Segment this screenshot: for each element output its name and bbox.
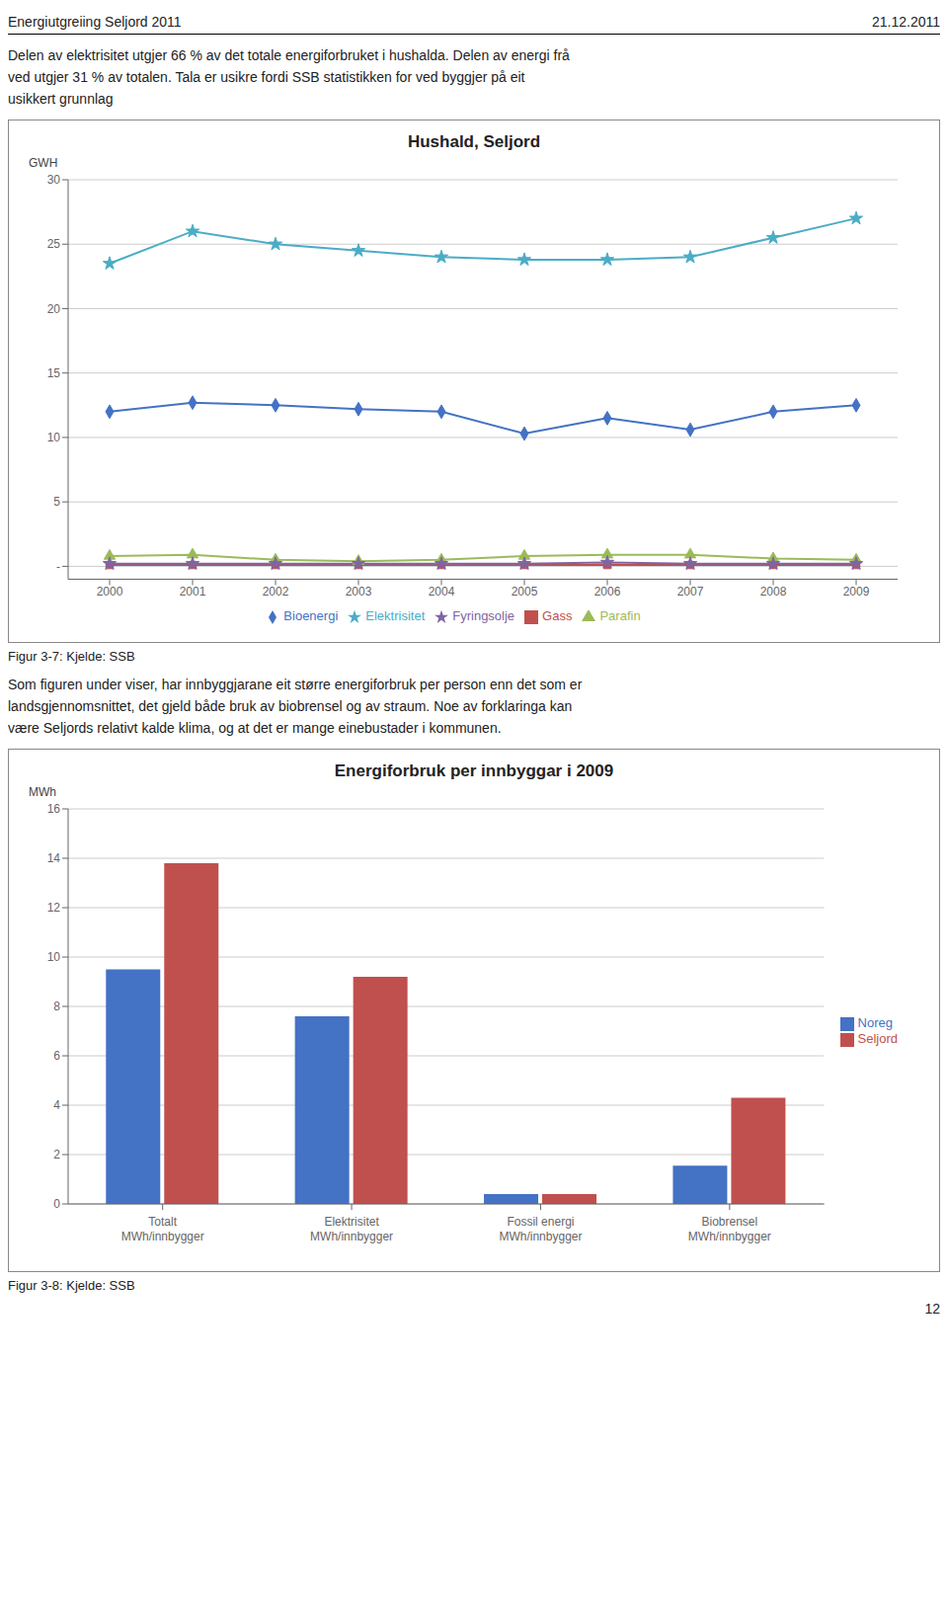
- html-text:Som figuren under viser, har i: Som figuren under viser, har innbyggjara…: [7, 676, 582, 693]
- html-text:Seljord: Seljord: [857, 1030, 898, 1046]
- svg-text:10: 10: [47, 430, 62, 445]
- html-text:Elektrisitet: Elektrisitet: [365, 608, 425, 624]
- svg-text:2004: 2004: [428, 584, 456, 599]
- html-text:GWH: GWH: [28, 156, 58, 170]
- svg-text:2005: 2005: [511, 584, 539, 599]
- svg-text:10: 10: [47, 949, 62, 964]
- html-text:usikkert grunnlag: usikkert grunnlag: [7, 90, 114, 107]
- svg-text:2009: 2009: [843, 584, 870, 599]
- svg-text:25: 25: [47, 237, 62, 251]
- svg-text:2007: 2007: [677, 584, 705, 599]
- svg-text:4: 4: [53, 1098, 61, 1112]
- svg-text:2003: 2003: [345, 584, 373, 599]
- html-text:ved utgjer 31 % av totalen. Ta: ved utgjer 31 % av totalen. Tala er usik…: [7, 69, 525, 85]
- svg-text:8: 8: [53, 999, 61, 1014]
- html-text:Fyringsolje: Fyringsolje: [452, 608, 515, 624]
- svg-text:-: -: [56, 559, 61, 574]
- svg-text:2: 2: [53, 1147, 61, 1162]
- html-text:MWh: MWh: [28, 785, 57, 799]
- html-text:12: 12: [924, 1300, 941, 1317]
- html-text:21.12.2011: 21.12.2011: [871, 13, 941, 30]
- svg-text:2006: 2006: [594, 584, 622, 599]
- html-text:Hushald, Seljord: Hushald, Seljord: [407, 132, 541, 152]
- html-text:Delen av elektrisitet utgjer 6: Delen av elektrisitet utgjer 66 % av det…: [7, 47, 570, 64]
- svg-text:5: 5: [53, 494, 61, 509]
- svg-text:30: 30: [47, 172, 62, 187]
- html-text:være Seljords relativt kalde k: være Seljords relativt kalde klima, og a…: [7, 719, 502, 736]
- html-text:landsgjennomsnittet, det gjeld: landsgjennomsnittet, det gjeld både bruk…: [7, 698, 572, 714]
- svg-text:6: 6: [53, 1048, 61, 1063]
- svg-text:16: 16: [47, 801, 62, 816]
- svg-text:2001: 2001: [179, 584, 207, 599]
- html-text:Noreg: Noreg: [857, 1015, 893, 1031]
- svg-text:12: 12: [47, 900, 62, 915]
- svg-text:15: 15: [47, 366, 62, 381]
- svg-text:2008: 2008: [760, 584, 788, 599]
- html-text:Figur 3-7: Kjelde: SSB: Figur 3-7: Kjelde: SSB: [7, 648, 135, 664]
- svg-text:20: 20: [47, 302, 62, 316]
- html-text:Figur 3-8: Kjelde: SSB: Figur 3-8: Kjelde: SSB: [7, 1277, 135, 1293]
- html-text:Energiutgreiing Seljord 2011: Energiutgreiing Seljord 2011: [7, 13, 182, 30]
- svg-text:2002: 2002: [262, 584, 290, 599]
- svg-text:BiobrenselMWh/innbygger: BiobrenselMWh/innbygger: [688, 1214, 772, 1244]
- svg-text:14: 14: [47, 851, 62, 866]
- svg-text:TotaltMWh/innbygger: TotaltMWh/innbygger: [121, 1214, 205, 1244]
- html-text:Bioenergi: Bioenergi: [283, 608, 339, 624]
- svg-text:2000: 2000: [96, 584, 124, 599]
- html-text:Gass: Gass: [542, 608, 573, 624]
- html-text:Parafin: Parafin: [599, 608, 641, 624]
- html-text:Energiforbruk per innbyggar i: Energiforbruk per innbyggar i 2009: [334, 761, 614, 781]
- svg-text:Fossil energiMWh/innbygger: Fossil energiMWh/innbygger: [498, 1214, 582, 1244]
- svg-text:ElektrisitetMWh/innbygger: ElektrisitetMWh/innbygger: [310, 1214, 394, 1244]
- svg-text:0: 0: [53, 1196, 61, 1211]
